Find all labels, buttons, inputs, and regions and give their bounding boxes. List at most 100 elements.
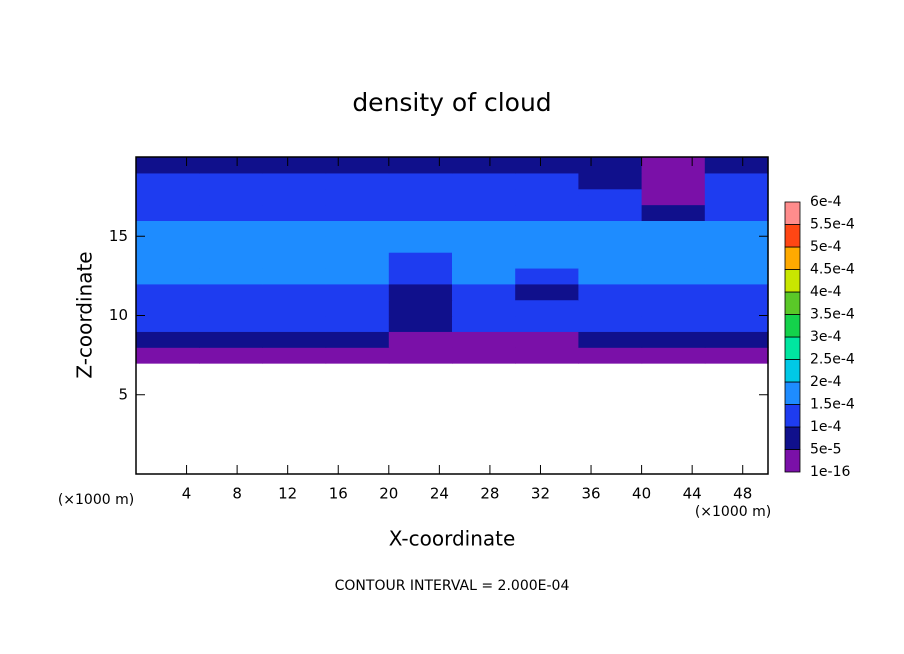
contour-cell	[704, 267, 769, 285]
contour-cell	[262, 204, 327, 221]
colorbar-label: 6e-4	[810, 194, 842, 210]
contour-cell	[704, 347, 769, 364]
contour-cell	[199, 252, 263, 269]
contour-cell	[515, 283, 579, 301]
contour-cell	[578, 236, 643, 253]
contour-cell	[199, 267, 263, 285]
colorbar-label: 5e-5	[810, 442, 841, 458]
colorbar-label: 3e-4	[810, 329, 842, 345]
contour-cell	[388, 220, 453, 237]
contour-cell	[641, 315, 706, 332]
x-tick-label: 24	[430, 485, 449, 503]
contour-cell	[262, 299, 327, 317]
contour-cell	[325, 331, 390, 348]
contour-cell	[578, 157, 643, 174]
contour-cell	[388, 267, 453, 285]
contour-cell	[515, 220, 579, 237]
contour-cell	[199, 347, 263, 364]
contour-cell	[641, 157, 706, 174]
contour-cell	[515, 236, 579, 253]
colorbar-label: 4.5e-4	[810, 262, 855, 278]
contour-cell	[704, 315, 769, 332]
contour-cell	[136, 172, 200, 190]
contour-cell	[388, 252, 453, 269]
contour-cell	[136, 299, 200, 317]
contour-cell	[388, 204, 453, 221]
contour-cell	[704, 283, 769, 301]
contour-cell	[136, 220, 200, 237]
contour-cell	[325, 220, 390, 237]
contour-cell	[704, 204, 769, 221]
colorbar-swatch	[784, 426, 801, 450]
colorbar-label: 1.5e-4	[810, 397, 855, 413]
y-tick-label: 10	[109, 306, 128, 324]
x-tick-label: 28	[480, 485, 499, 503]
contour-cell	[262, 188, 327, 206]
contour-cell	[515, 315, 579, 332]
contour-cell	[578, 172, 643, 190]
x-tick-label: 16	[329, 485, 348, 503]
contour-cell	[641, 299, 706, 317]
contour-cell	[325, 299, 390, 317]
contour-cell	[199, 283, 263, 301]
contour-cell	[641, 220, 706, 237]
colorbar-swatch	[784, 314, 801, 338]
contour-cell	[325, 315, 390, 332]
contour-cell	[515, 157, 579, 174]
contour-cell	[452, 204, 516, 221]
contour-cell	[325, 188, 390, 206]
colorbar-label: 2e-4	[810, 374, 842, 390]
colorbar-label: 1e-4	[810, 419, 842, 435]
colorbar-label: 2.5e-4	[810, 352, 855, 368]
contour-cell	[452, 283, 516, 301]
colorbar-swatch	[784, 381, 801, 405]
contour-cell	[452, 347, 516, 364]
contour-cell	[136, 188, 200, 206]
contour-cell	[199, 188, 263, 206]
contour-cell	[641, 252, 706, 269]
contour-cell	[388, 236, 453, 253]
contour-cell	[704, 188, 769, 206]
x-tick-label: 20	[379, 485, 398, 503]
x-tick-label: 32	[531, 485, 550, 503]
contour-cell	[136, 267, 200, 285]
colorbar-label: 5.5e-4	[810, 217, 855, 233]
colorbar-swatch	[784, 404, 801, 428]
contour-cell	[262, 252, 327, 269]
colorbar-swatch	[784, 269, 801, 293]
contour-cell	[325, 157, 390, 174]
contour-cell	[515, 299, 579, 317]
contour-cell	[388, 283, 453, 301]
contour-cell	[578, 299, 643, 317]
contour-cell	[325, 172, 390, 190]
contour-cell	[136, 283, 200, 301]
contour-cell	[452, 236, 516, 253]
colorbar-swatch	[784, 336, 801, 360]
contour-cell	[262, 283, 327, 301]
contour-cell	[578, 204, 643, 221]
contour-cell	[452, 188, 516, 206]
contour-cell	[515, 172, 579, 190]
x-tick-label: 12	[278, 485, 297, 503]
contour-cell	[578, 315, 643, 332]
colorbar-label: 5e-4	[810, 239, 842, 255]
contour-cell	[452, 252, 516, 269]
contour-cell	[578, 331, 643, 348]
x-tick-label: 36	[581, 485, 600, 503]
y-tick-label: 5	[118, 385, 128, 403]
contour-cell	[262, 347, 327, 364]
contour-cell	[136, 252, 200, 269]
contour-cell	[136, 236, 200, 253]
contour-cell	[452, 267, 516, 285]
contour-cell	[515, 347, 579, 364]
colorbar-swatch	[784, 246, 801, 270]
contour-cell	[262, 157, 327, 174]
contour-cell	[641, 347, 706, 364]
contour-cell	[199, 172, 263, 190]
contour-cell	[388, 315, 453, 332]
chart-title: density of cloud	[352, 88, 551, 117]
contour-cell	[262, 315, 327, 332]
contour-cell	[578, 283, 643, 301]
contour-cell	[325, 236, 390, 253]
contour-cell	[515, 252, 579, 269]
